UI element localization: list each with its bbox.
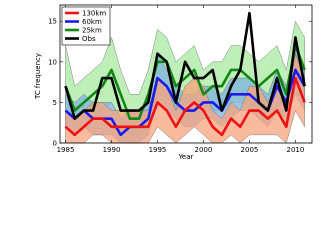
y-tick-label: 10 (48, 58, 57, 66)
x-tick-label: 2000 (195, 146, 213, 154)
legend-label: 25km (82, 27, 102, 35)
legend-label: 60km (82, 18, 102, 26)
legend-label: 130km (82, 10, 106, 18)
plot-frame (59, 4, 313, 144)
x-axis-label: Year (178, 153, 194, 161)
x-tick-label: 1990 (103, 146, 121, 154)
chart: Year TC frequency 0 5 10 15 1985 1990 1995 2000… (34, 4, 313, 161)
x-tick-label: 1995 (149, 146, 167, 154)
x-tick-label: 2005 (241, 146, 259, 154)
series-line (64, 76, 306, 137)
y-tick-label: 5 (53, 99, 57, 107)
y-axis-label: TC frequency (34, 53, 42, 100)
x-tick-label: 1985 (57, 146, 75, 154)
series-line (64, 44, 306, 120)
y-tick-label: 0 (53, 140, 57, 148)
y-tick-label: 15 (48, 18, 57, 26)
series-line (64, 11, 306, 120)
legend-label: Obs (82, 35, 96, 43)
x-tick-label: 2010 (287, 146, 305, 154)
